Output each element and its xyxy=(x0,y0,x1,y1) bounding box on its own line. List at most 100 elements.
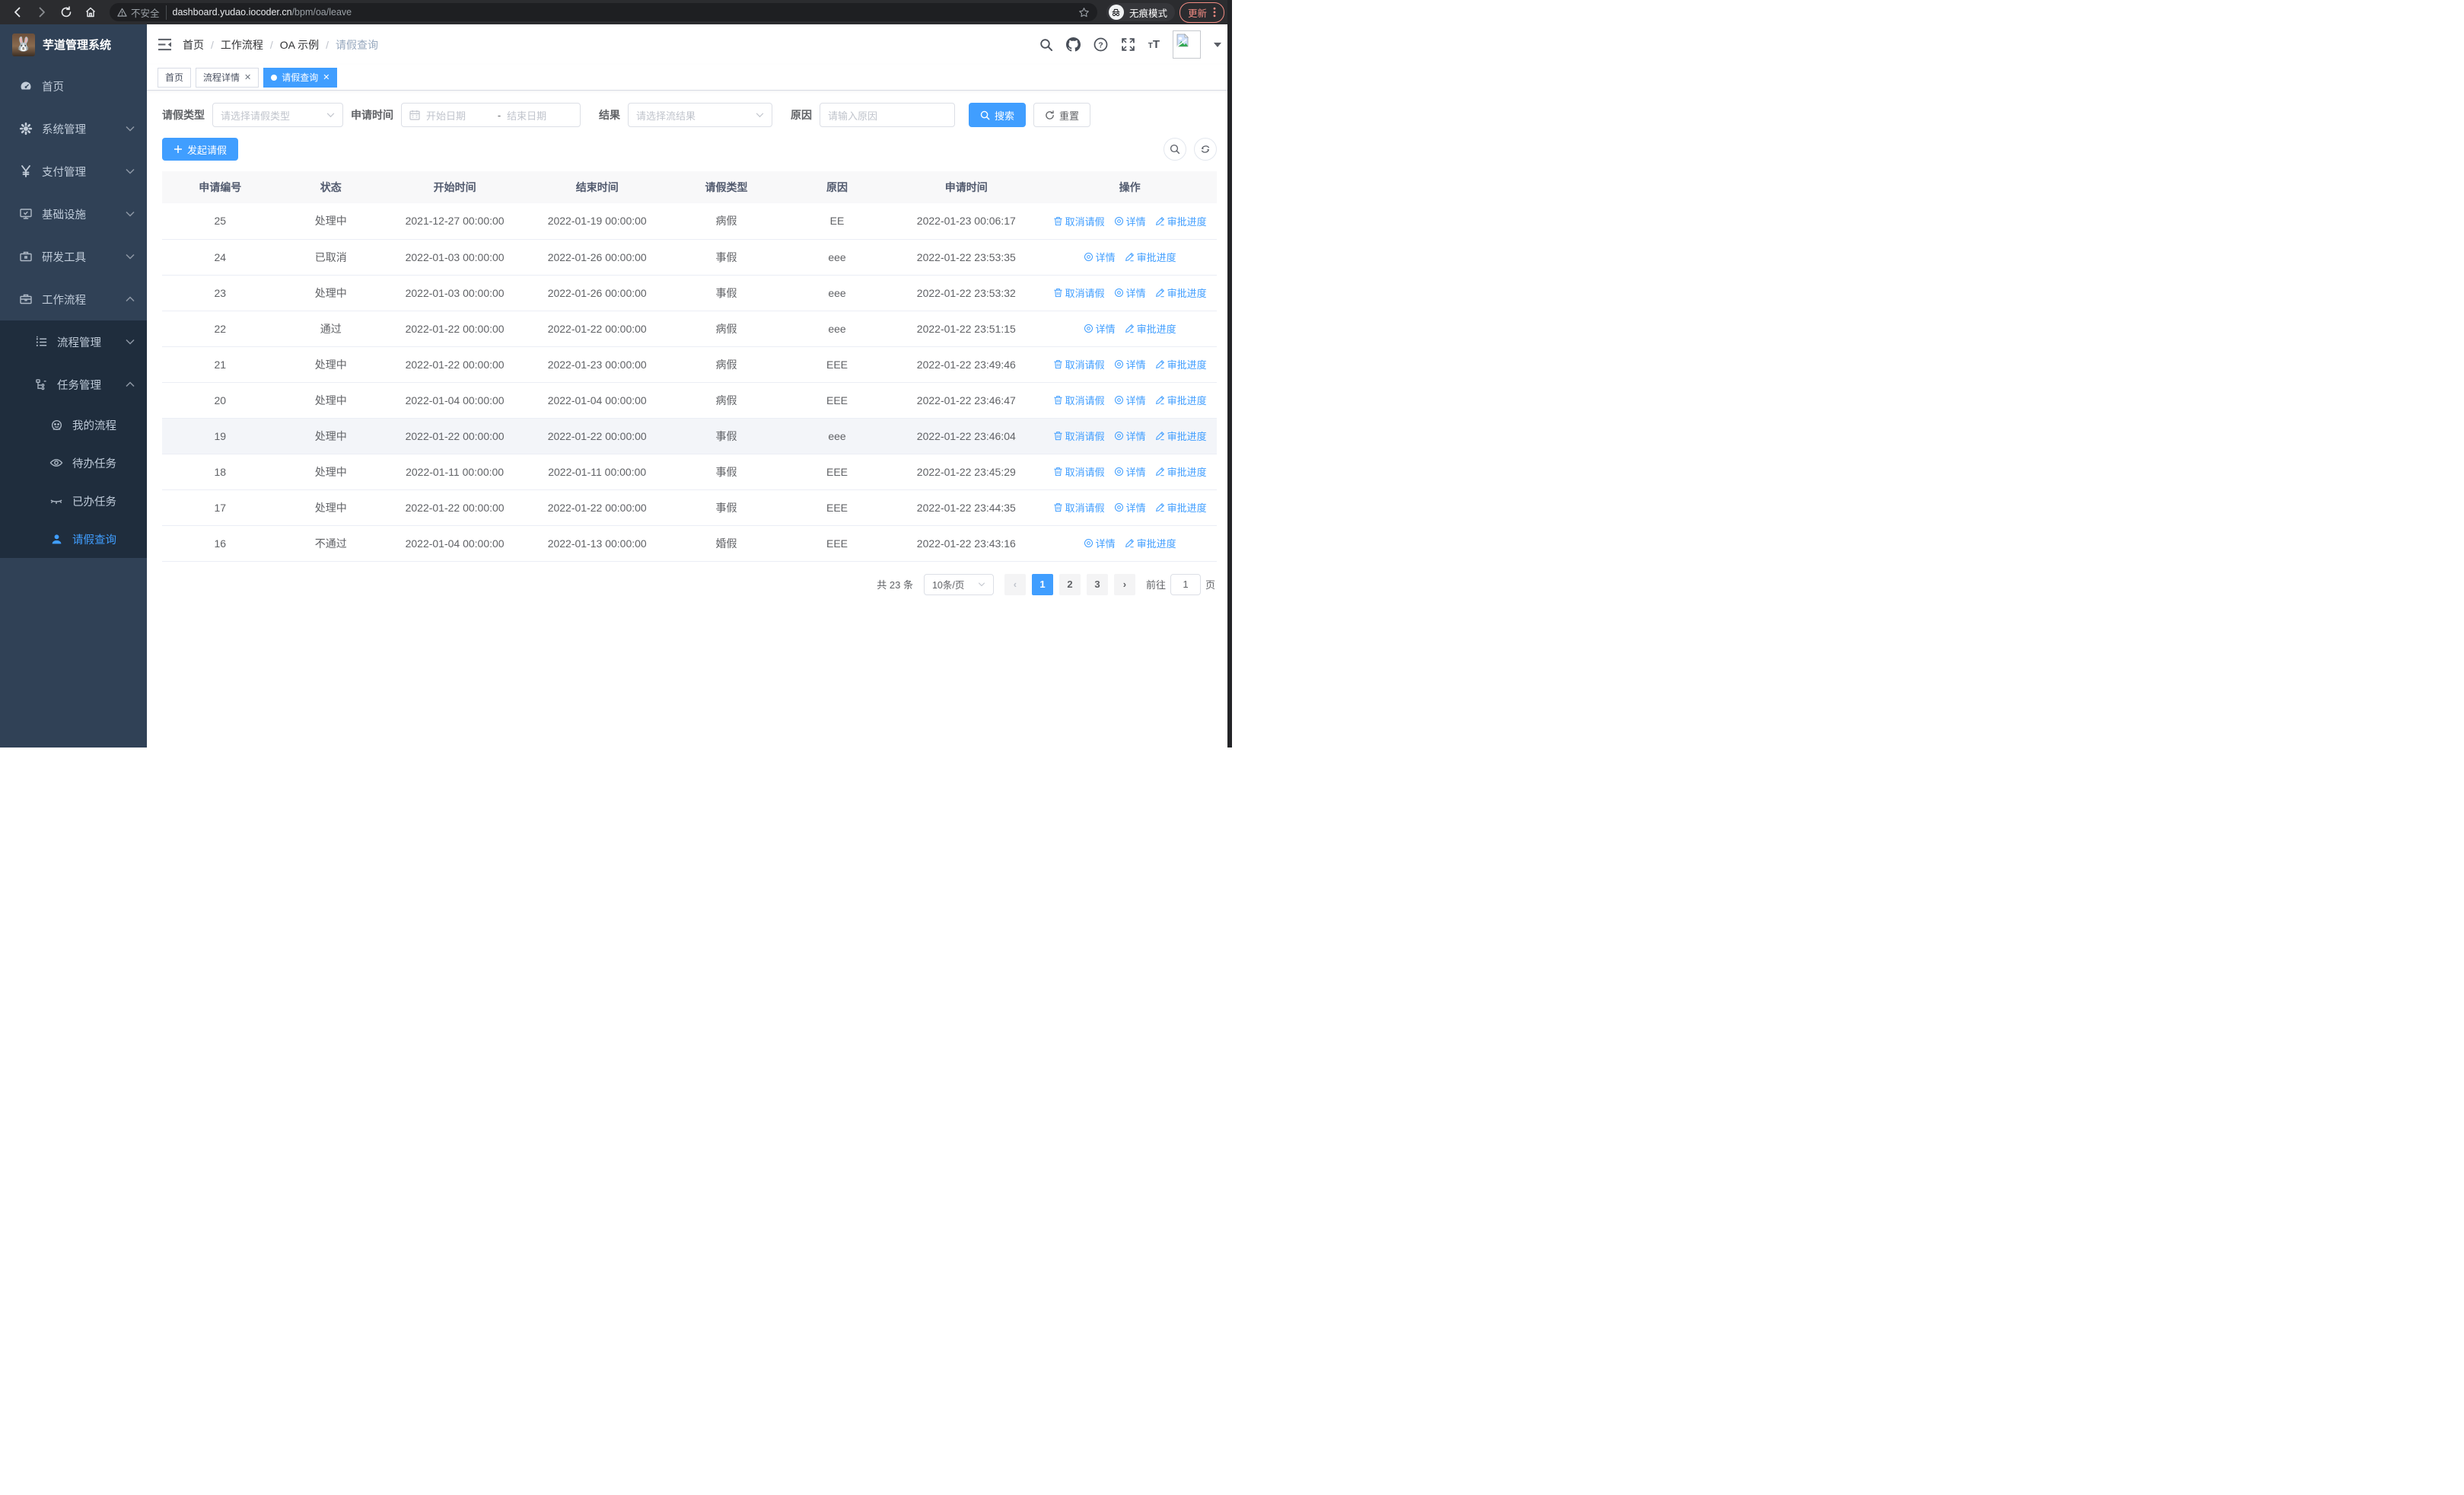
detail-link[interactable]: 详情 xyxy=(1114,393,1146,407)
github-icon[interactable] xyxy=(1065,37,1081,52)
sidebar-item-系统管理[interactable]: 系统管理 xyxy=(0,107,147,150)
address-bar[interactable]: 不安全 dashboard.yudao.iocoder.cn/bpm/oa/le… xyxy=(110,3,1097,21)
progress-link[interactable]: 审批进度 xyxy=(1155,393,1207,407)
cell-id: 22 xyxy=(162,311,279,347)
search-button[interactable]: 搜索 xyxy=(969,103,1027,127)
toggle-search-button[interactable] xyxy=(1164,138,1186,161)
bookmark-star-icon[interactable] xyxy=(1078,7,1090,18)
sidebar-item-任务管理[interactable]: 任务管理 xyxy=(0,363,147,406)
table-row[interactable]: 25 处理中 2021-12-27 00:00:00 2022-01-19 00… xyxy=(162,203,1217,240)
table-row[interactable]: 23 处理中 2022-01-03 00:00:00 2022-01-26 00… xyxy=(162,275,1217,311)
home-icon[interactable] xyxy=(81,2,100,22)
table-row[interactable]: 20 处理中 2022-01-04 00:00:00 2022-01-04 00… xyxy=(162,382,1217,419)
table-row[interactable]: 18 处理中 2022-01-11 00:00:00 2022-01-11 00… xyxy=(162,454,1217,490)
table-row[interactable]: 17 处理中 2022-01-22 00:00:00 2022-01-22 00… xyxy=(162,489,1217,526)
tab-流程详情[interactable]: 流程详情 ✕ xyxy=(196,67,259,88)
user-menu-caret-icon[interactable] xyxy=(1214,42,1221,47)
table-row[interactable]: 21 处理中 2022-01-22 00:00:00 2022-01-23 00… xyxy=(162,346,1217,383)
sidebar-item-已办任务[interactable]: 已办任务 xyxy=(0,482,147,520)
avatar[interactable] xyxy=(1173,30,1201,59)
sidebar-item-研发工具[interactable]: 研发工具 xyxy=(0,235,147,278)
tab-首页[interactable]: 首页 xyxy=(158,67,192,88)
breadcrumb-item[interactable]: 首页 xyxy=(183,38,204,51)
back-icon[interactable] xyxy=(8,2,27,22)
detail-link[interactable]: 详情 xyxy=(1114,214,1146,228)
chrome-menu-icon[interactable] xyxy=(1213,7,1216,18)
fullscreen-icon[interactable] xyxy=(1121,37,1135,52)
update-button[interactable]: 更新 xyxy=(1179,2,1224,23)
sidebar-item-工作流程[interactable]: 工作流程 xyxy=(0,278,147,320)
detail-link[interactable]: 详情 xyxy=(1114,500,1146,515)
cancel-leave-link[interactable]: 取消请假 xyxy=(1053,500,1105,515)
table-row[interactable]: 24 已取消 2022-01-03 00:00:00 2022-01-26 00… xyxy=(162,239,1217,276)
refresh-icon xyxy=(1201,145,1210,153)
result-select[interactable]: 请选择流结果 xyxy=(628,103,772,127)
detail-link[interactable]: 详情 xyxy=(1114,429,1146,443)
cell-type: 病假 xyxy=(668,382,785,419)
progress-link[interactable]: 审批进度 xyxy=(1125,321,1176,336)
progress-link[interactable]: 审批进度 xyxy=(1155,285,1207,300)
collapse-sidebar-icon[interactable] xyxy=(158,38,172,51)
table-row[interactable]: 22 通过 2022-01-22 00:00:00 2022-01-22 00:… xyxy=(162,311,1217,347)
cancel-leave-link[interactable]: 取消请假 xyxy=(1053,464,1105,479)
cell-end: 2022-01-22 00:00:00 xyxy=(526,418,669,454)
page-button-3[interactable]: 3 xyxy=(1086,573,1108,595)
sidebar-item-支付管理[interactable]: 支付管理 xyxy=(0,150,147,193)
goto-page-input[interactable] xyxy=(1170,573,1201,595)
reload-icon[interactable] xyxy=(56,2,76,22)
detail-link[interactable]: 详情 xyxy=(1084,536,1116,550)
breadcrumb-item[interactable]: 工作流程 xyxy=(220,38,263,51)
table-row[interactable]: 19 处理中 2022-01-22 00:00:00 2022-01-22 00… xyxy=(162,418,1217,454)
progress-link[interactable]: 审批进度 xyxy=(1125,250,1176,264)
sidebar-item-请假查询[interactable]: 请假查询 xyxy=(0,520,147,558)
browser-scrollbar[interactable] xyxy=(1227,0,1232,748)
cell-applied: 2022-01-23 00:06:17 xyxy=(890,203,1043,240)
leave-type-select[interactable]: 请选择请假类型 xyxy=(212,103,343,127)
detail-link[interactable]: 详情 xyxy=(1114,464,1146,479)
tab-请假查询[interactable]: 请假查询 ✕ xyxy=(263,67,338,88)
page-button-1[interactable]: 1 xyxy=(1031,573,1053,595)
close-tab-icon[interactable]: ✕ xyxy=(244,73,252,82)
page-button-2[interactable]: 2 xyxy=(1059,573,1081,595)
page-size-select[interactable]: 10条/页 xyxy=(923,573,994,595)
detail-link[interactable]: 详情 xyxy=(1114,357,1146,371)
apply-time-range[interactable]: 开始日期 - 结束日期 xyxy=(401,103,581,127)
progress-link[interactable]: 审批进度 xyxy=(1155,357,1207,371)
font-size-icon[interactable]: TT xyxy=(1148,38,1160,51)
breadcrumb-item[interactable]: OA 示例 xyxy=(279,38,320,51)
table-row[interactable]: 16 不通过 2022-01-04 00:00:00 2022-01-13 00… xyxy=(162,525,1217,562)
create-leave-button[interactable]: 发起请假 xyxy=(162,138,239,161)
progress-link[interactable]: 审批进度 xyxy=(1155,500,1207,515)
sidebar-item-流程管理[interactable]: 流程管理 xyxy=(0,320,147,363)
close-tab-icon[interactable]: ✕ xyxy=(323,73,330,82)
cancel-leave-link[interactable]: 取消请假 xyxy=(1053,285,1105,300)
detail-link[interactable]: 详情 xyxy=(1114,285,1146,300)
forward-icon[interactable] xyxy=(32,2,52,22)
progress-link[interactable]: 审批进度 xyxy=(1125,536,1176,550)
sidebar: 🐰 芋道管理系统 首页 系统管理 支付管理 基础设施 研发工具 工作流程 流程管… xyxy=(0,24,147,748)
progress-link[interactable]: 审批进度 xyxy=(1155,464,1207,479)
detail-link[interactable]: 详情 xyxy=(1084,250,1116,264)
sidebar-item-首页[interactable]: 首页 xyxy=(0,65,147,107)
edit-icon xyxy=(1155,467,1165,477)
detail-link[interactable]: 详情 xyxy=(1084,321,1116,336)
cancel-leave-link[interactable]: 取消请假 xyxy=(1053,357,1105,371)
progress-link[interactable]: 审批进度 xyxy=(1155,429,1207,443)
help-icon[interactable]: ? xyxy=(1094,37,1108,52)
search-icon[interactable] xyxy=(1039,38,1053,52)
reset-button[interactable]: 重置 xyxy=(1033,103,1091,127)
site-security[interactable]: 不安全 xyxy=(117,5,167,20)
sidebar-item-待办任务[interactable]: 待办任务 xyxy=(0,444,147,482)
cancel-leave-link[interactable]: 取消请假 xyxy=(1053,393,1105,407)
app-logo-row[interactable]: 🐰 芋道管理系统 xyxy=(0,24,147,65)
sidebar-item-基础设施[interactable]: 基础设施 xyxy=(0,193,147,235)
cancel-leave-link[interactable]: 取消请假 xyxy=(1053,214,1105,228)
sidebar-item-我的流程[interactable]: 我的流程 xyxy=(0,406,147,444)
reason-input[interactable]: 请输入原因 xyxy=(820,103,955,127)
progress-link[interactable]: 审批进度 xyxy=(1155,214,1207,228)
cancel-leave-link[interactable]: 取消请假 xyxy=(1053,429,1105,443)
column-header-原因: 原因 xyxy=(784,171,890,203)
refresh-table-button[interactable] xyxy=(1194,138,1217,161)
next-page-button[interactable]: › xyxy=(1113,573,1135,595)
prev-page-button[interactable]: ‹ xyxy=(1004,573,1026,595)
